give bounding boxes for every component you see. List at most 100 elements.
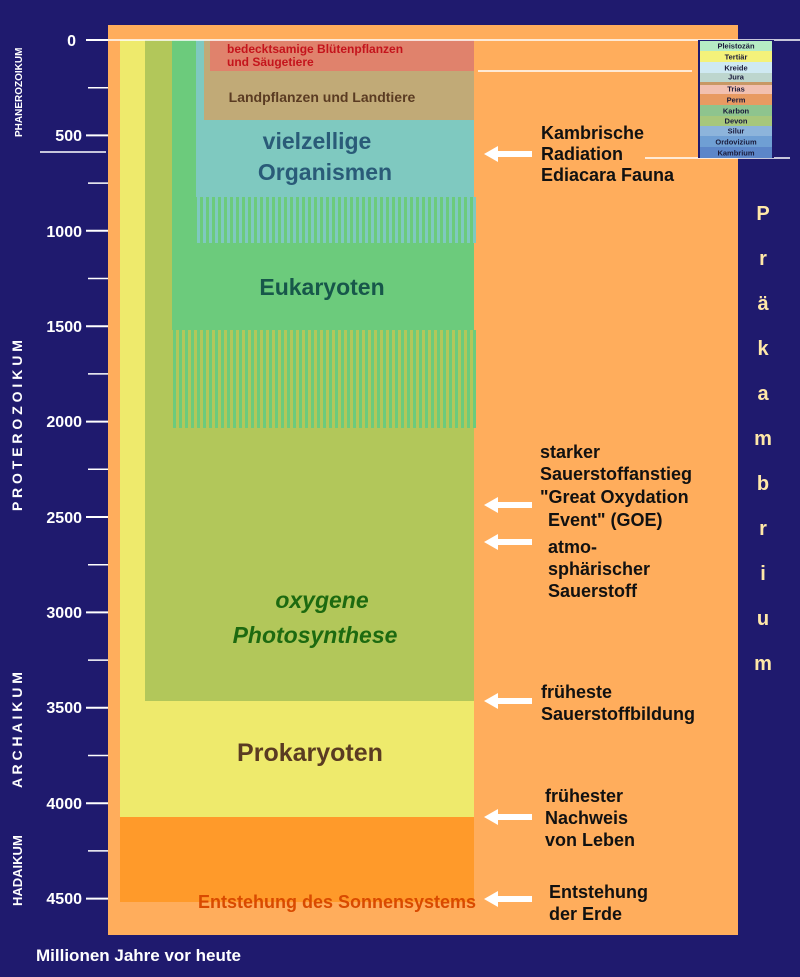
prokaryoten-label: Prokaryoten xyxy=(237,739,383,767)
eukaryoten-fringe-stripe xyxy=(269,330,272,428)
vielzellige-fringe-stripe xyxy=(413,197,416,243)
vielzellige-fringe-stripe xyxy=(467,197,470,243)
tick-label: 2500 xyxy=(46,510,82,527)
vielzellige-fringe-stripe xyxy=(251,197,254,243)
vielzellige-fringe-stripe xyxy=(299,197,302,243)
vielzellige-fringe-stripe xyxy=(311,197,314,243)
eukaryoten-fringe-stripe xyxy=(419,330,422,428)
eukaryoten-fringe-stripe xyxy=(245,330,248,428)
eukaryoten-fringe-stripe xyxy=(275,330,278,428)
period-row xyxy=(700,82,772,85)
period-row xyxy=(700,62,772,73)
period-row xyxy=(700,116,772,126)
tick-label: 1500 xyxy=(46,319,82,336)
vielzellige-fringe xyxy=(197,197,476,243)
landpflanzen-label: Landpflanzen und Landtiere xyxy=(229,89,416,105)
vielzellige-fringe-stripe xyxy=(317,197,320,243)
eukaryoten-fringe-stripe xyxy=(173,330,176,428)
praekambrium-letter: b xyxy=(757,473,769,495)
vielzellige-fringe-stripe xyxy=(425,197,428,243)
vielzellige-fringe-stripe xyxy=(443,197,446,243)
eukaryoten-fringe-stripe xyxy=(203,330,206,428)
annotation-goe-4: Event" (GOE) xyxy=(548,510,663,530)
praekambrium-letter: ä xyxy=(757,293,769,315)
vielzellige-fringe-stripe xyxy=(371,197,374,243)
vielzellige-fringe-stripe xyxy=(323,197,326,243)
eukaryoten-fringe-stripe xyxy=(311,330,314,428)
vielzellige-fringe-stripe xyxy=(455,197,458,243)
praekambrium-letter: r xyxy=(759,248,767,270)
eukaryoten-fringe-stripe xyxy=(335,330,338,428)
vielzellige-fringe-stripe xyxy=(305,197,308,243)
praekambrium-letter: r xyxy=(759,518,767,540)
period-label: Jura xyxy=(728,73,745,82)
axis-tick-labels: 0 500 1000 1500 2000 2500 3000 3500 4000… xyxy=(46,33,82,908)
vielzellige-fringe-stripe xyxy=(347,197,350,243)
eukaryoten-label: Eukaryoten xyxy=(259,274,384,300)
vielzellige-fringe-stripe xyxy=(245,197,248,243)
eukaryoten-fringe-stripe xyxy=(443,330,446,428)
vielzellige-fringe-stripe xyxy=(437,197,440,243)
eukaryoten-fringe-stripe xyxy=(227,330,230,428)
vielzellige-fringe-stripe xyxy=(269,197,272,243)
period-label: Perm xyxy=(727,96,746,105)
eukaryoten-fringe-stripe xyxy=(257,330,260,428)
tick-label: 3500 xyxy=(46,700,82,717)
period-row xyxy=(700,73,772,82)
annotation-kambrische-radiation-3: Ediacara Fauna xyxy=(541,165,675,185)
vielzellige-fringe-stripe xyxy=(407,197,410,243)
annotation-goe-3: "Great Oxydation xyxy=(540,487,689,507)
axis-title: Millionen Jahre vor heute xyxy=(36,946,241,965)
axis-ticks xyxy=(86,39,108,900)
annotation-goe-1: starker xyxy=(540,442,600,462)
eukaryoten-fringe-stripe xyxy=(329,330,332,428)
period-row xyxy=(700,51,772,62)
annotation-arrows xyxy=(484,146,532,907)
tick-label: 4500 xyxy=(46,891,82,908)
eukaryoten-fringe-stripe xyxy=(221,330,224,428)
vielzellige-fringe-stripe xyxy=(383,197,386,243)
period-label: Karbon xyxy=(723,107,750,116)
tick-label: 0 xyxy=(67,33,76,50)
eukaryoten-fringe-stripe xyxy=(347,330,350,428)
bluetenpflanzen-block xyxy=(210,40,474,71)
era-phanerozoikum: PHANEROZOIKUM xyxy=(14,48,25,137)
period-row xyxy=(700,85,772,94)
photosynthese-label-1: oxygene xyxy=(275,587,369,613)
eukaryoten-fringe-stripe xyxy=(365,330,368,428)
eukaryoten-fringe-stripe xyxy=(197,330,200,428)
sonnensystem-block xyxy=(120,817,474,902)
vielzellige-fringe-stripe xyxy=(227,197,230,243)
vielzellige-fringe-stripe xyxy=(257,197,260,243)
eukaryoten-fringe-stripe xyxy=(431,330,434,428)
vielzellige-fringe-stripe xyxy=(431,197,434,243)
praekambrium-letter: P xyxy=(756,203,769,225)
eukaryoten-fringe-stripe xyxy=(389,330,392,428)
eukaryoten-fringe-stripe xyxy=(323,330,326,428)
period-label: Devon xyxy=(725,117,748,126)
vielzellige-fringe-stripe xyxy=(281,197,284,243)
vielzellige-fringe-stripe xyxy=(401,197,404,243)
eukaryoten-fringe-stripe xyxy=(341,330,344,428)
eukaryoten-fringe-stripe xyxy=(383,330,386,428)
vielzellige-fringe-stripe xyxy=(221,197,224,243)
period-label: Pleistozän xyxy=(717,42,755,51)
eukaryoten-fringe-stripe xyxy=(437,330,440,428)
eukaryoten-fringe-stripe xyxy=(353,330,356,428)
period-row xyxy=(700,147,772,158)
eukaryoten-fringe-stripe xyxy=(377,330,380,428)
eukaryoten-fringe-stripe xyxy=(467,330,470,428)
praekambrium-letter: m xyxy=(754,653,772,675)
vielzellige-fringe-stripe xyxy=(449,197,452,243)
era-hadaikum: HADAIKUM xyxy=(10,835,25,906)
era-archaikum: A R C H A I K U M xyxy=(9,672,25,788)
annotation-leben-1: frühester xyxy=(545,786,623,806)
tick-label: 1000 xyxy=(46,224,82,241)
period-label: Silur xyxy=(728,127,745,136)
vielzellige-fringe-stripe xyxy=(359,197,362,243)
eukaryoten-fringe-stripe xyxy=(293,330,296,428)
vielzellige-fringe-stripe xyxy=(215,197,218,243)
vielzellige-fringe-stripe xyxy=(395,197,398,243)
